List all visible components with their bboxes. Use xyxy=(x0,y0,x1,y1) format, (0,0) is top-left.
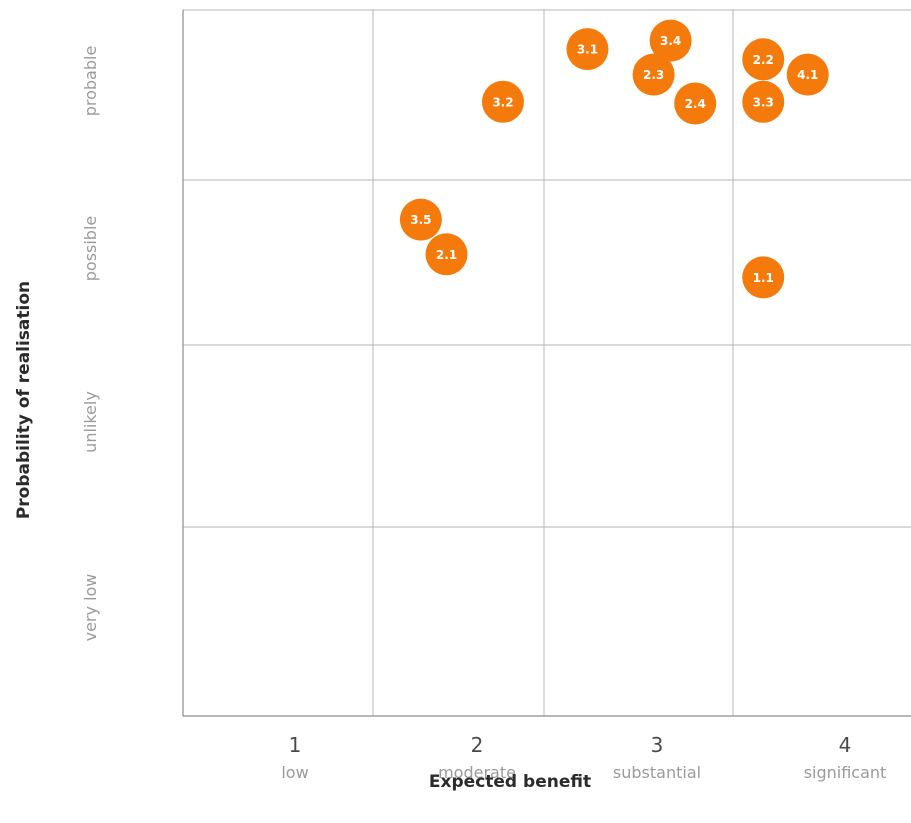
data-point-marker[interactable] xyxy=(742,80,785,123)
data-point-marker[interactable] xyxy=(399,198,442,241)
x-tick-number: 4 xyxy=(839,733,852,757)
x-tick-number: 3 xyxy=(651,733,664,757)
data-point[interactable]: 2.3 xyxy=(632,53,675,96)
data-point[interactable]: 3.4 xyxy=(649,19,692,62)
x-tick-label: substantial xyxy=(613,763,701,782)
data-point-label: 3.4 xyxy=(660,34,681,48)
y-category-label: unlikely xyxy=(81,391,100,453)
data-points: 3.1 3.4 2.2 4.1 2.3 3.2 2.4 3.3 3.5 2.1 1.1 xyxy=(399,19,829,299)
data-point[interactable]: 3.1 xyxy=(566,28,609,71)
data-point-marker[interactable] xyxy=(566,28,609,71)
y-axis-title: Probability of realisation xyxy=(14,281,34,519)
x-tick-label: significant xyxy=(804,763,887,782)
data-point[interactable]: 2.1 xyxy=(425,233,468,276)
data-point-marker[interactable] xyxy=(649,19,692,62)
x-tick-number: 1 xyxy=(289,733,302,757)
y-category-labels: very low unlikely possible probable xyxy=(81,46,100,642)
x-tick-number: 2 xyxy=(471,733,484,757)
data-point-label: 2.1 xyxy=(436,248,457,262)
data-point-label: 4.1 xyxy=(797,68,818,82)
data-point-marker[interactable] xyxy=(674,82,717,125)
data-point-marker[interactable] xyxy=(742,256,785,299)
data-point[interactable]: 3.5 xyxy=(399,198,442,241)
x-tick-labels: 1 low 2 moderate 3 substantial 4 significant xyxy=(281,733,886,782)
grid xyxy=(182,9,911,717)
data-point[interactable]: 1.1 xyxy=(742,256,785,299)
data-point-marker[interactable] xyxy=(742,38,785,81)
data-point[interactable]: 3.3 xyxy=(742,80,785,123)
data-point[interactable]: 2.2 xyxy=(742,38,785,81)
data-point-label: 3.5 xyxy=(410,213,431,227)
data-point[interactable]: 3.2 xyxy=(481,80,524,123)
x-tick-label: moderate xyxy=(438,763,516,782)
x-tick-label: low xyxy=(281,763,308,782)
data-point-label: 1.1 xyxy=(753,271,774,285)
data-point-label: 2.2 xyxy=(753,53,774,67)
data-point-marker[interactable] xyxy=(786,53,829,96)
x-axis-title: Expected benefit xyxy=(429,772,591,792)
data-point-label: 3.3 xyxy=(753,95,774,109)
data-point[interactable]: 2.4 xyxy=(674,82,717,125)
data-point-marker[interactable] xyxy=(425,233,468,276)
data-point-marker[interactable] xyxy=(632,53,675,96)
data-point-label: 3.2 xyxy=(492,95,513,109)
y-category-label: very low xyxy=(81,574,100,642)
data-point-label: 2.3 xyxy=(643,68,664,82)
data-point-label: 2.4 xyxy=(685,97,706,111)
y-category-label: probable xyxy=(81,46,100,117)
data-point-label: 3.1 xyxy=(577,43,598,57)
y-category-label: possible xyxy=(81,216,100,282)
data-point[interactable]: 4.1 xyxy=(786,53,829,96)
data-point-marker[interactable] xyxy=(481,80,524,123)
